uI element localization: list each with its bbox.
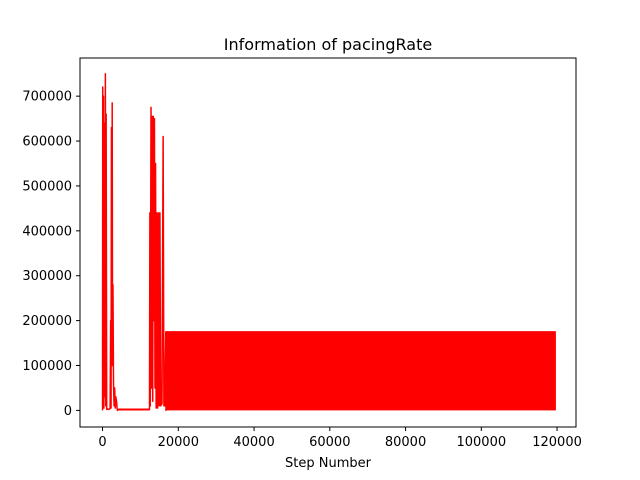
y-tick-label: 0 bbox=[64, 404, 72, 419]
y-tick-label: 400000 bbox=[22, 224, 72, 239]
chart-title: Information of pacingRate bbox=[224, 35, 432, 54]
y-tick-label: 200000 bbox=[22, 314, 72, 329]
plot-area bbox=[79, 57, 577, 428]
y-axis: 0 100000 200000 300000 400000 500000 600000 700… bbox=[22, 90, 80, 419]
x-tick-label: 120000 bbox=[532, 435, 582, 450]
x-tick-label: 100000 bbox=[456, 435, 506, 450]
y-tick-label: 700000 bbox=[22, 90, 72, 105]
x-tick-label: 20000 bbox=[158, 435, 199, 450]
x-axis-label: Step Number bbox=[285, 456, 372, 471]
y-tick-label: 600000 bbox=[22, 135, 72, 150]
y-tick-label: 300000 bbox=[22, 269, 72, 284]
y-tick-label: 100000 bbox=[22, 359, 72, 374]
x-tick-label: 60000 bbox=[309, 435, 350, 450]
y-tick-label: 500000 bbox=[22, 179, 72, 194]
series-dense-band bbox=[166, 331, 556, 411]
x-tick-label: 0 bbox=[98, 435, 106, 450]
plot-frame bbox=[79, 57, 577, 428]
data-layer bbox=[101, 72, 556, 412]
x-tick-label: 80000 bbox=[385, 435, 426, 450]
x-tick-label: 40000 bbox=[233, 435, 274, 450]
x-axis: 0 20000 40000 60000 80000 100000 120000 bbox=[98, 427, 582, 450]
